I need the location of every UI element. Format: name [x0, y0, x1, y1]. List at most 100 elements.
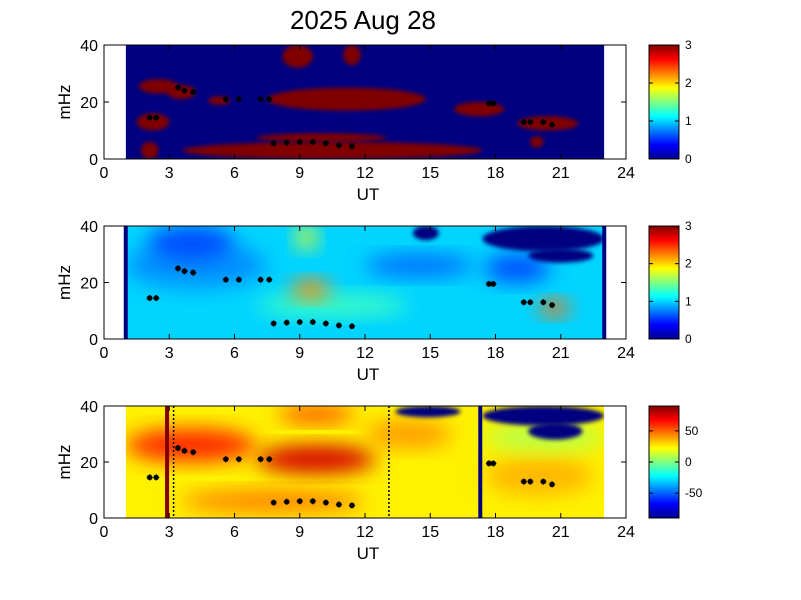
x-tick-label: 21 [552, 524, 570, 541]
colorbar-tick-label: -50 [685, 486, 703, 500]
ridge-point [270, 320, 277, 327]
x-tick-label: 9 [295, 165, 304, 182]
ridge-point [490, 280, 497, 287]
heatmap-region [365, 420, 452, 448]
colorbar [648, 405, 680, 519]
colorbar-tick-label: 1 [685, 294, 692, 308]
y-tick-label: 20 [80, 276, 98, 293]
heatmap-region [256, 445, 376, 474]
ridge-point [322, 499, 329, 506]
ridge-point [190, 449, 197, 456]
colorbar-tick-label: 2 [685, 257, 692, 271]
ridge-point [283, 139, 290, 146]
ridge-point [181, 447, 188, 454]
y-tick-label: 40 [80, 38, 98, 55]
ridge-point [146, 114, 153, 121]
panel-3: 0 3 6 9 12 15 18 21 24 0 20 40 UT mHz -50 0 50 [55, 399, 703, 563]
heatmap [125, 226, 605, 339]
heatmap-region [267, 87, 426, 111]
heatmap-region [528, 422, 583, 440]
ridge-point [485, 460, 492, 467]
ridge-point [266, 456, 273, 463]
heatmap-region [282, 45, 313, 68]
ridge-point [153, 114, 160, 121]
heatmap-region [147, 226, 235, 260]
heatmap-region [182, 141, 483, 159]
ridge-point [146, 295, 153, 302]
ridge-point [181, 268, 188, 275]
ridge-point [222, 96, 229, 103]
x-tick-label: 0 [100, 345, 109, 362]
heatmap-region [454, 102, 505, 117]
ridge-point [296, 498, 303, 505]
ridge-point [283, 498, 290, 505]
ridge-point [190, 89, 197, 96]
colorbar [648, 225, 680, 340]
x-tick-label: 21 [552, 345, 570, 362]
ridge-point [527, 478, 534, 485]
ridge-point [153, 474, 160, 481]
x-tick-label: 3 [165, 165, 174, 182]
ridge-point [257, 276, 264, 283]
x-axis-label: UT [357, 185, 380, 204]
x-tick-label: 18 [487, 524, 505, 541]
x-tick-label: 3 [165, 345, 174, 362]
heatmap-region [412, 226, 439, 241]
ridge-point [335, 322, 342, 329]
x-tick-label: 12 [356, 524, 374, 541]
ridge-point [235, 96, 242, 103]
y-tick-label: 40 [80, 219, 98, 236]
ridge-point [309, 498, 316, 505]
ridge-point [266, 276, 273, 283]
ridge-point [296, 319, 303, 326]
y-axis-label: mHz [55, 265, 74, 300]
ridge-point [222, 456, 229, 463]
x-tick-label: 3 [165, 524, 174, 541]
heatmap-region [517, 116, 579, 131]
ridge-point [309, 319, 316, 326]
ridge-point [485, 280, 492, 287]
y-tick-label: 20 [80, 95, 98, 112]
y-axis-label: mHz [55, 445, 74, 480]
heatmap-region [256, 293, 409, 317]
x-tick-label: 0 [100, 524, 109, 541]
ridge-point [540, 118, 547, 125]
ridge-point [540, 299, 547, 306]
ridge-point [520, 299, 527, 306]
y-tick-label: 20 [80, 455, 98, 472]
ridge-point [190, 269, 197, 276]
heatmap-region [343, 45, 361, 65]
x-tick-label: 12 [356, 345, 374, 362]
ridge-point [235, 456, 242, 463]
ridge-point [181, 87, 188, 94]
heatmap-region [167, 84, 196, 100]
x-tick-label: 0 [100, 165, 109, 182]
x-tick-label: 24 [617, 524, 635, 541]
x-tick-label: 15 [421, 524, 439, 541]
x-tick-label: 24 [617, 345, 635, 362]
ridge-point [174, 445, 181, 451]
y-tick-label: 40 [80, 399, 98, 416]
ridge-point [490, 100, 497, 107]
ridge-point [322, 320, 329, 327]
heatmap-region [530, 136, 544, 148]
ridge-point [520, 478, 527, 485]
colorbar-tick-label: 50 [685, 424, 699, 438]
y-tick-label: 0 [89, 511, 98, 528]
x-tick-label: 18 [487, 345, 505, 362]
ridge-point [235, 276, 242, 283]
ridge-point [520, 118, 527, 125]
x-tick-label: 12 [356, 165, 374, 182]
ridge-point [335, 142, 342, 149]
ridge-point [322, 140, 329, 147]
heatmap-region [528, 248, 594, 263]
figure-title: 2025 Aug 28 [290, 5, 436, 35]
ridge-point [490, 460, 497, 467]
ridge-point [222, 276, 229, 283]
colorbar [648, 44, 680, 160]
x-tick-label: 24 [617, 165, 635, 182]
ridge-point [174, 265, 181, 272]
ridge-point [348, 143, 355, 150]
ridge-point [527, 299, 534, 306]
